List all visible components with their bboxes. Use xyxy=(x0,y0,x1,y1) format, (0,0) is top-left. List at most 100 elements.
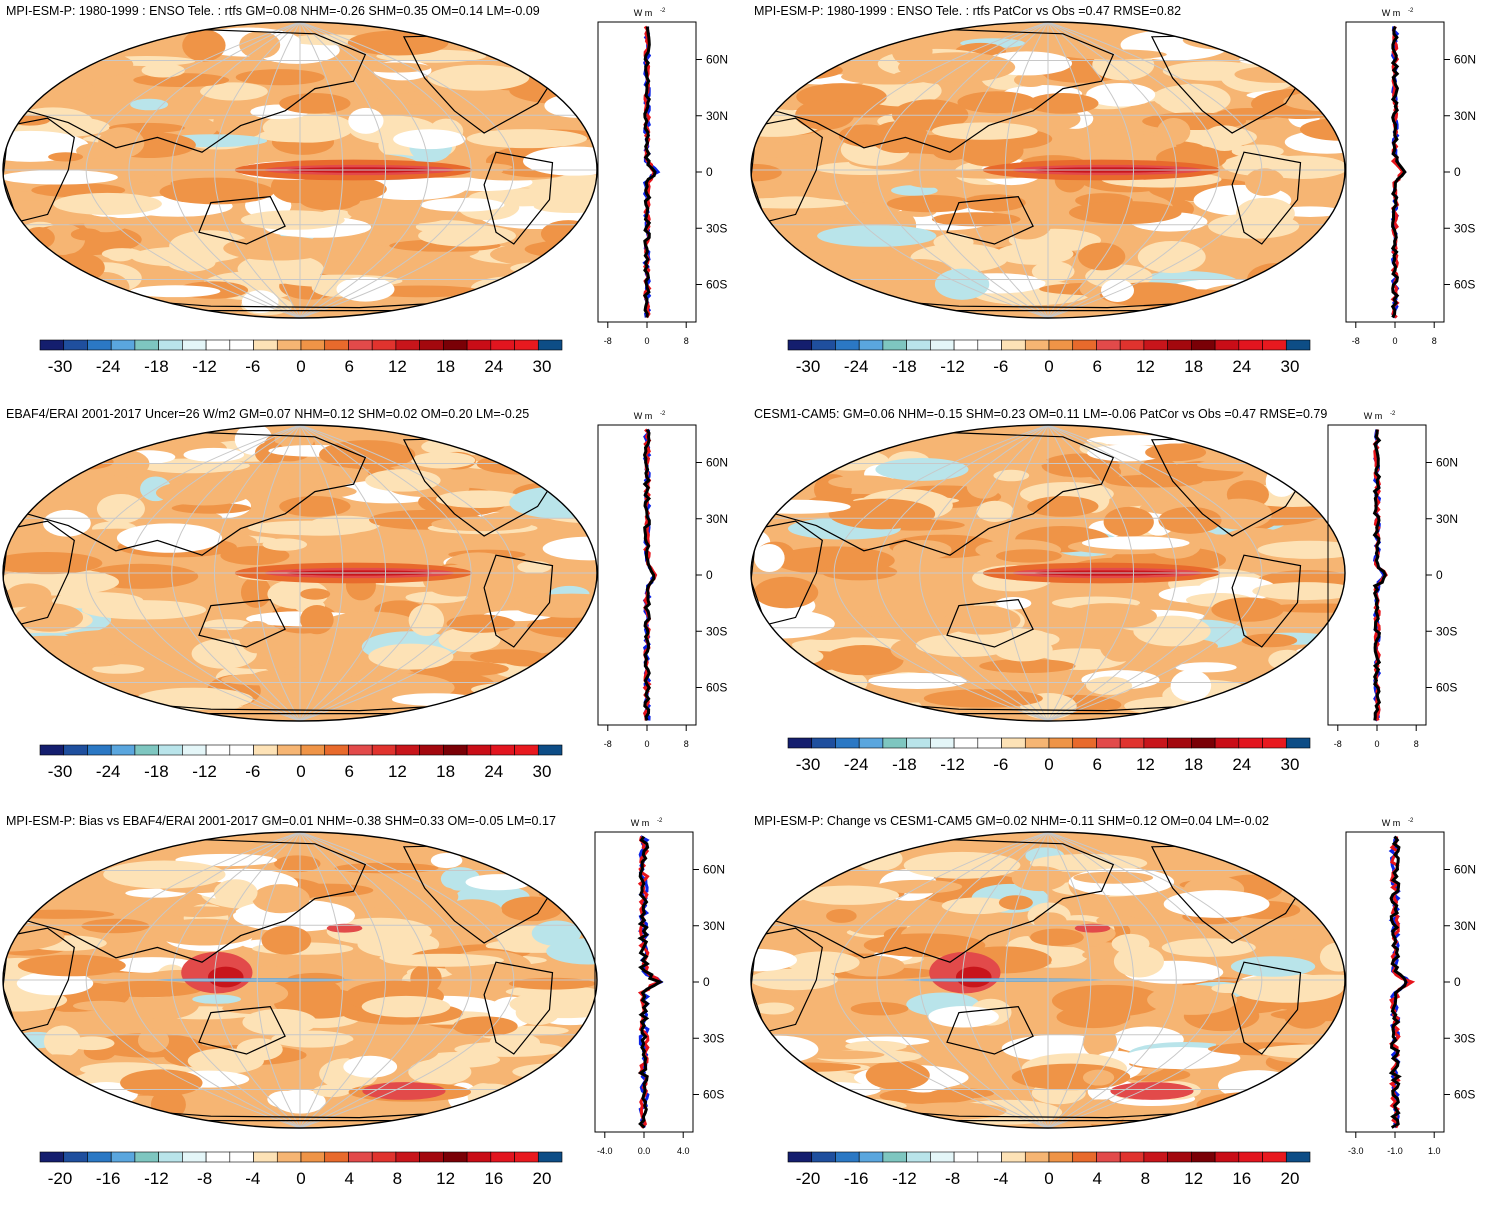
x-label: 4.0 xyxy=(677,1146,690,1156)
colorbar-swatch xyxy=(930,1151,955,1163)
graticule-lon xyxy=(214,425,301,721)
lat-label: 60S xyxy=(703,1088,724,1102)
colorbar-swatch xyxy=(1262,1151,1287,1163)
coastline xyxy=(1231,151,1302,245)
graticule-lon xyxy=(128,832,301,1128)
field-contour xyxy=(941,897,1014,915)
colorbar-label: 24 xyxy=(1232,755,1251,774)
lat-label: 30N xyxy=(703,919,725,933)
field-contour xyxy=(1082,1069,1115,1086)
colorbar-swatch xyxy=(835,339,860,351)
colorbar-swatch xyxy=(1096,339,1121,351)
field-contour xyxy=(238,620,275,654)
coastline xyxy=(198,598,286,648)
coastline xyxy=(483,554,554,648)
zonal-mean-line xyxy=(1388,835,1408,1129)
field-contour xyxy=(101,248,143,260)
colorbar-swatch xyxy=(490,1151,515,1163)
colorbar-label: 20 xyxy=(1281,1169,1300,1188)
colorbar-label: -30 xyxy=(48,357,73,376)
colorbar-label: -20 xyxy=(796,1169,821,1188)
colorbar-label: -8 xyxy=(197,1169,212,1188)
field-contour xyxy=(16,971,94,996)
lat-label: 60S xyxy=(1454,1088,1475,1102)
field-contour xyxy=(765,196,826,207)
colorbar-label: -6 xyxy=(993,357,1008,376)
colorbar-label: -12 xyxy=(892,1169,917,1188)
colorbar-label: 6 xyxy=(1092,357,1101,376)
field-contour xyxy=(798,885,900,905)
field-contour xyxy=(531,920,582,947)
field-contour xyxy=(870,121,929,154)
zonal-unit: W m xyxy=(634,411,653,421)
graticule-lon xyxy=(85,425,301,721)
colorbar-label: -8 xyxy=(945,1169,960,1188)
field-contour xyxy=(183,447,245,462)
colorbar-swatch xyxy=(1285,1151,1311,1163)
field-contour xyxy=(326,923,363,933)
field-contour xyxy=(81,918,150,934)
field-contour xyxy=(1211,597,1284,622)
colorbar-label: 30 xyxy=(1281,357,1300,376)
colorbar-swatch xyxy=(324,744,349,756)
colorbar-label: -12 xyxy=(940,755,965,774)
colorbar-swatch xyxy=(1072,1151,1097,1163)
colorbar-swatch xyxy=(1001,339,1026,351)
field-contour xyxy=(252,884,310,914)
field-contour xyxy=(408,1058,472,1085)
field-contour xyxy=(893,68,997,82)
colorbar-swatch xyxy=(1191,737,1216,749)
colorbar-swatch xyxy=(1214,1151,1240,1163)
field-contour xyxy=(754,543,785,573)
colorbar-swatch xyxy=(1167,1151,1192,1163)
colorbar-label: -24 xyxy=(844,755,869,774)
lat-label: 60N xyxy=(706,456,728,470)
panel-p5: MPI-ESM-P: Bias vs EBAF4/ERAI 2001-2017 … xyxy=(0,810,744,1206)
graticule-lon xyxy=(1004,22,1049,318)
lat-label: 60N xyxy=(1454,53,1476,67)
field-contour xyxy=(43,509,91,537)
field-contour xyxy=(1319,942,1345,972)
colorbar-swatch xyxy=(371,744,397,756)
field-contour xyxy=(257,473,292,504)
field-contour xyxy=(98,127,145,159)
field-contour xyxy=(1099,630,1141,662)
graticule-lon xyxy=(876,22,1049,318)
panel-title: MPI-ESM-P: Bias vs EBAF4/ERAI 2001-2017 … xyxy=(6,814,556,828)
field-contour xyxy=(438,627,501,653)
colorbar-label: 12 xyxy=(1136,357,1155,376)
field-contour xyxy=(319,1108,410,1124)
colorbar-swatch xyxy=(1001,1151,1026,1163)
robinson-map xyxy=(750,831,1346,1129)
colorbar-swatch xyxy=(1214,737,1240,749)
coastline xyxy=(1231,554,1302,648)
colorbar-label: 4 xyxy=(1092,1169,1101,1188)
colorbar-label: 16 xyxy=(484,1169,503,1188)
colorbar-swatch xyxy=(1143,339,1168,351)
colorbar-swatch xyxy=(514,339,539,351)
field-contour xyxy=(1078,242,1126,271)
colorbar-swatch xyxy=(158,1151,183,1163)
colorbar-label: 24 xyxy=(1232,357,1251,376)
colorbar-swatch xyxy=(1238,737,1263,749)
field-contour xyxy=(245,685,332,704)
graticule-lon xyxy=(919,425,1049,721)
lat-label: 30S xyxy=(703,1031,724,1045)
colorbar-swatch xyxy=(882,339,907,351)
field-contour xyxy=(427,64,530,91)
map-border xyxy=(750,831,1346,1129)
colorbar-label: 24 xyxy=(484,762,503,781)
colorbar-swatch xyxy=(110,1151,136,1163)
graticule-lon xyxy=(85,22,301,318)
coastline xyxy=(483,151,554,245)
colorbar-swatch xyxy=(1285,737,1311,749)
coastline xyxy=(765,838,1115,963)
field-contour xyxy=(962,194,1026,212)
graticule-lon xyxy=(299,425,344,721)
colorbar-swatch xyxy=(300,339,326,351)
field-contour xyxy=(155,480,252,506)
field-contour xyxy=(10,1009,72,1028)
field-contour xyxy=(359,62,431,73)
zonal-mean-plot: W m -2 60N 30N 0 30S 60S -8 0 8 xyxy=(597,8,728,346)
colorbar-swatch xyxy=(953,737,979,749)
